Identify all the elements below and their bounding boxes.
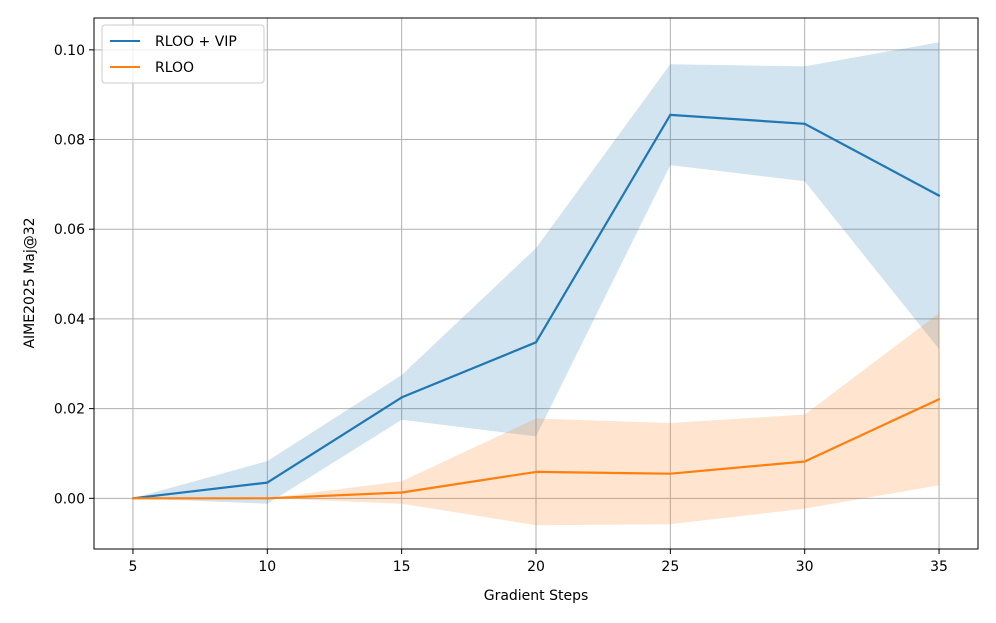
- y-axis-label: AIME2025 Maj@32: [22, 217, 38, 348]
- point-rloo: [266, 497, 269, 500]
- x-tick-label: 5: [128, 559, 137, 575]
- point-rloo-vip: [534, 341, 538, 344]
- band-rloo: [133, 313, 939, 526]
- point-rloo-vip: [937, 194, 941, 197]
- y-tick-label: 0.06: [54, 222, 85, 238]
- point-rloo: [400, 491, 403, 494]
- y-tick-label: 0.08: [54, 133, 85, 149]
- point-rloo: [937, 398, 941, 401]
- x-tick-label: 25: [661, 559, 679, 575]
- point-rloo-vip: [669, 113, 672, 116]
- legend-box: [101, 24, 265, 84]
- series-lines: [131, 113, 941, 500]
- legend-label-rloo-vip: RLOO + VIP: [155, 34, 237, 50]
- x-tick-label: 30: [796, 559, 814, 575]
- x-tick-label: 20: [527, 559, 545, 575]
- confidence-bands: [133, 42, 939, 526]
- legend: RLOO + VIP RLOO: [101, 24, 265, 84]
- band-rloo-vip: [133, 42, 939, 504]
- legend-label-rloo: RLOO: [155, 60, 194, 76]
- point-rloo: [803, 460, 806, 463]
- y-tick-label: 0.00: [54, 491, 85, 507]
- x-axis-label: Gradient Steps: [484, 588, 589, 604]
- y-tick-label: 0.04: [54, 312, 85, 328]
- point-rloo: [131, 497, 135, 500]
- y-axis-ticks: 0.00 0.02 0.04 0.06 0.08 0.10: [54, 43, 94, 507]
- y-tick-label: 0.02: [54, 402, 85, 418]
- x-axis-ticks: 5 10 15 20 25 30 35: [128, 549, 948, 575]
- point-rloo-vip: [803, 122, 806, 125]
- x-tick-label: 35: [930, 559, 948, 575]
- point-rloo: [669, 472, 672, 475]
- point-rloo-vip: [266, 481, 269, 484]
- point-rloo-vip: [400, 396, 403, 399]
- y-tick-label: 0.10: [54, 43, 85, 59]
- point-rloo: [534, 470, 538, 473]
- x-tick-label: 15: [393, 559, 411, 575]
- x-tick-label: 10: [258, 559, 276, 575]
